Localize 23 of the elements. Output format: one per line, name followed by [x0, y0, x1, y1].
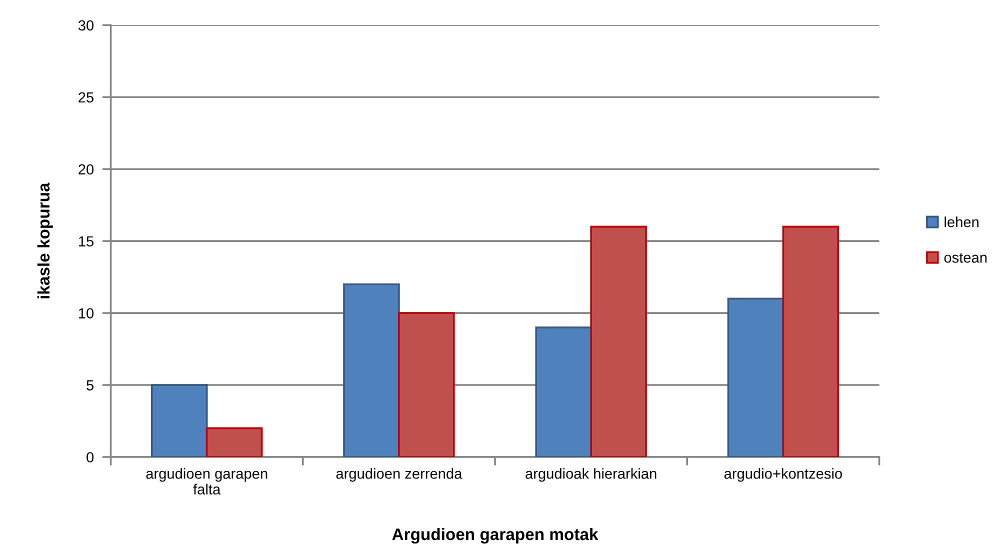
- x-tick-label: argudioen garapen falta: [146, 468, 268, 495]
- y-axis-title: ikasle kopurua: [37, 182, 53, 298]
- bar: [590, 226, 647, 457]
- y-tick-label: 25: [78, 92, 94, 103]
- y-tick-label: 5: [86, 380, 94, 390]
- y-tick-label: 30: [78, 20, 94, 31]
- bar: [343, 283, 400, 457]
- x-tick-label: argudio+kontzesio: [724, 468, 842, 482]
- bar: [398, 312, 455, 457]
- y-tick-label: 0: [86, 452, 94, 462]
- y-tick-label: 20: [78, 164, 94, 175]
- bar: [206, 427, 263, 457]
- bar: [535, 326, 592, 457]
- bar: [782, 226, 840, 457]
- x-tick-label: argudioak hierarkian: [526, 468, 656, 482]
- y-tick-label: 15: [79, 236, 94, 246]
- legend-label: lehen: [944, 216, 978, 228]
- y-tick-label: 10: [79, 308, 94, 318]
- x-axis-title: Argudioen garapen motak: [392, 528, 598, 544]
- bar: [727, 298, 784, 457]
- bar: [150, 384, 208, 457]
- x-tick-label: argudioen zerrenda: [336, 468, 462, 482]
- legend-label: ostean: [944, 253, 987, 263]
